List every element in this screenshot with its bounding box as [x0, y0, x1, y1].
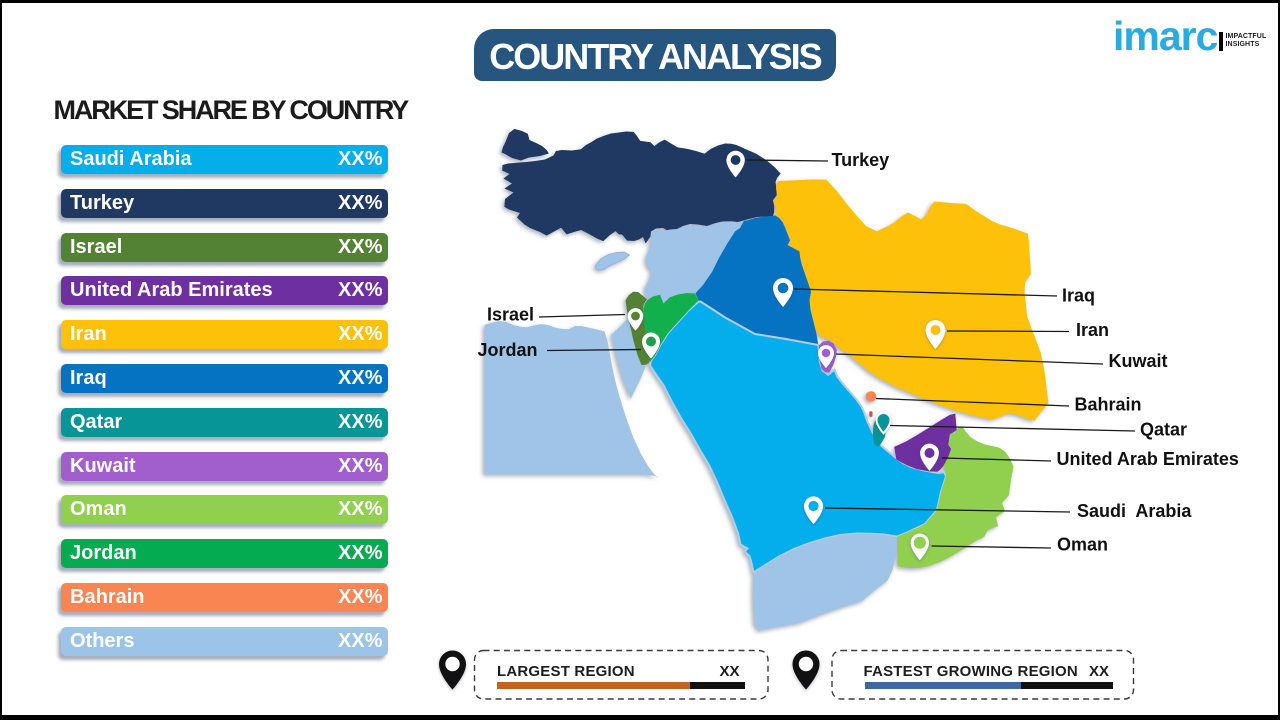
svg-text:United Arab Emirates: United Arab Emirates	[1057, 449, 1239, 469]
svg-text:Oman: Oman	[1057, 535, 1108, 555]
svg-text:Bahrain: Bahrain	[1075, 395, 1142, 415]
svg-text:Jordan: Jordan	[477, 340, 537, 360]
svg-text:Qatar: Qatar	[1140, 420, 1187, 440]
svg-text:Israel: Israel	[487, 305, 534, 325]
svg-text:Turkey: Turkey	[832, 150, 890, 170]
svg-text:Iraq: Iraq	[1062, 286, 1095, 306]
svg-text:Saudi Arabia: Saudi Arabia	[1077, 501, 1192, 521]
svg-text:Kuwait: Kuwait	[1109, 351, 1168, 371]
svg-text:Iran: Iran	[1076, 320, 1109, 340]
